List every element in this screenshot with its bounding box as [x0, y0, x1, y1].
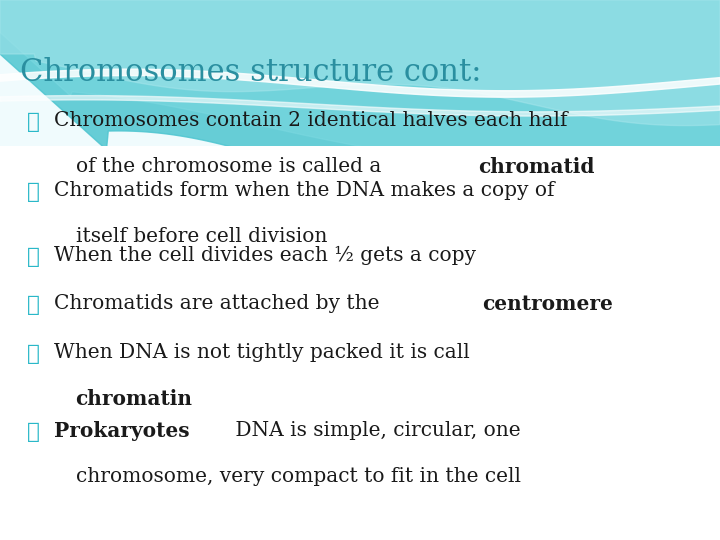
Text: centromere: centromere	[482, 294, 613, 314]
Text: Chromatids are attached by the: Chromatids are attached by the	[54, 294, 386, 313]
Text: chromatid: chromatid	[478, 157, 594, 177]
Text: itself before cell division: itself before cell division	[76, 227, 327, 246]
Text: Chromosomes contain 2 identical halves each half: Chromosomes contain 2 identical halves e…	[54, 111, 567, 130]
Text: ❧: ❧	[27, 246, 40, 268]
Text: When the cell divides each ½ gets a copy: When the cell divides each ½ gets a copy	[54, 246, 476, 265]
Text: ❧: ❧	[27, 421, 40, 443]
Text: ❧: ❧	[27, 181, 40, 203]
Text: ❧: ❧	[27, 111, 40, 133]
Text: DNA is simple, circular, one: DNA is simple, circular, one	[229, 421, 521, 440]
Bar	[0, 146, 720, 540]
Text: When DNA is not tightly packed it is call: When DNA is not tightly packed it is cal…	[54, 343, 469, 362]
Text: ❧: ❧	[27, 343, 40, 365]
Text: Chromatids form when the DNA makes a copy of: Chromatids form when the DNA makes a cop…	[54, 181, 554, 200]
Text: of the chromosome is called a: of the chromosome is called a	[76, 157, 387, 176]
Text: Prokaryotes: Prokaryotes	[54, 421, 189, 441]
Text: chromosome, very compact to fit in the cell: chromosome, very compact to fit in the c…	[76, 467, 521, 486]
Text: chromatin: chromatin	[76, 389, 193, 409]
Text: ❧: ❧	[27, 294, 40, 316]
Text: Chromosomes structure cont:: Chromosomes structure cont:	[20, 57, 482, 87]
